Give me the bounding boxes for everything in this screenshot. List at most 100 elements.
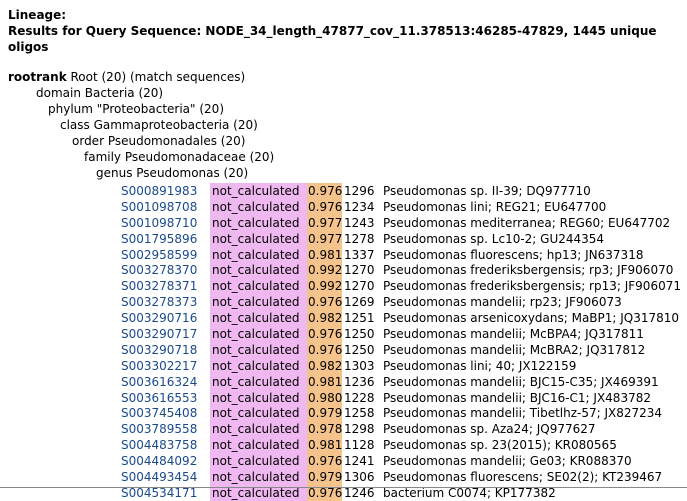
- tree-node-class: class Gammaproteobacteria (20): [60, 118, 258, 132]
- lineage-label: Lineage:: [8, 8, 67, 22]
- lineage-tree: rootrank Root (20) (match sequences) dom…: [8, 69, 687, 181]
- match-status: not_calculated: [210, 405, 307, 422]
- match-status: not_calculated: [210, 341, 307, 358]
- sequence-name: Pseudomonas frederiksbergensis; rp13; JF…: [383, 279, 681, 294]
- sequence-id-link[interactable]: S000891983: [121, 184, 198, 198]
- sequence-id-link[interactable]: S003290718: [121, 342, 198, 357]
- sequence-row: S003290716 not_calculated 0.982 1251 Pseudom…: [8, 310, 687, 327]
- sequence-id-link[interactable]: S003278373: [121, 295, 198, 310]
- sequence-name: Pseudomonas sp. Lc10-2; GU244354: [383, 231, 605, 246]
- match-status: not_calculated: [210, 183, 307, 199]
- sequence-name: Pseudomonas mandelii; rp23; JF906073: [383, 295, 622, 310]
- match-status: not_calculated: [210, 246, 307, 263]
- sequence-name: Pseudomonas frederiksbergensis; rp3; JF9…: [383, 263, 674, 278]
- sequence-row: S003278370 not_calculated 0.992 1270 Pseudom…: [8, 262, 687, 279]
- sequence-name: Pseudomonas mandelii; Tibetlhz-57; JX827…: [383, 406, 663, 421]
- sequence-id-link[interactable]: S003290717: [121, 327, 198, 342]
- oligo-count: 1258: [344, 406, 375, 421]
- sequence-name: Pseudomonas mandelii; BJC16-C1; JX483782: [383, 390, 651, 405]
- sequence-name: Pseudomonas mandelii; McBPA4; JQ317811: [383, 327, 644, 342]
- sequence-name: Pseudomonas lini; 40; JX122159: [383, 358, 577, 373]
- sequence-id-link[interactable]: S003302217: [121, 358, 198, 373]
- root-rank-label: rootrank: [8, 70, 67, 84]
- similarity-score: 0.982: [307, 310, 343, 327]
- tree-node-phylum: phylum "Proteobacteria" (20): [48, 102, 224, 116]
- match-status: not_calculated: [210, 214, 307, 231]
- oligo-count: 1236: [344, 374, 375, 389]
- tree-node-family: family Pseudomonadaceae (20): [84, 150, 275, 164]
- sequence-id-link[interactable]: S003290716: [121, 311, 198, 326]
- sequence-id-link[interactable]: S004484092: [121, 454, 198, 469]
- similarity-score: 0.976: [307, 183, 343, 199]
- oligo-count: 1250: [344, 342, 375, 357]
- oligo-count: 1337: [344, 247, 375, 262]
- similarity-score: 0.992: [307, 278, 343, 295]
- sequence-row: S004493454 not_calculated 0.979 1306 Pseudom…: [8, 469, 687, 485]
- oligo-count: 1234: [344, 199, 375, 214]
- match-status: not_calculated: [210, 469, 307, 485]
- sequence-name: Pseudomonas mandelii; Ge03; KR088370: [383, 454, 632, 469]
- similarity-score: 0.976: [307, 294, 343, 311]
- results-title: Results for Query Sequence: NODE_34_leng…: [8, 24, 657, 54]
- sequence-id-link[interactable]: S004493454: [121, 470, 198, 485]
- sequence-name: Pseudomonas lini; REG21; EU647700: [383, 199, 607, 214]
- oligo-count: 1296: [344, 184, 375, 198]
- sequence-row: S003290718 not_calculated 0.976 1250 Pseudom…: [8, 341, 687, 358]
- similarity-score: 0.982: [307, 357, 343, 374]
- similarity-score: 0.977: [307, 230, 343, 247]
- oligo-count: 1241: [344, 454, 375, 469]
- sequence-id-link[interactable]: S001098710: [121, 215, 198, 230]
- sequence-id-link[interactable]: S003616324: [121, 374, 198, 389]
- sequence-name: Pseudomonas mandelii; McBRA2; JQ317812: [383, 342, 646, 357]
- sequence-row: S004483758 not_calculated 0.981 1128 Pseudom…: [8, 437, 687, 454]
- similarity-score: 0.976: [307, 453, 343, 470]
- sequence-name: Pseudomonas sp. Aza24; JQ977627: [383, 422, 596, 437]
- match-status: not_calculated: [210, 262, 307, 279]
- sequence-name: Pseudomonas sp. 23(2015); KR080565: [383, 438, 617, 453]
- sequence-row: S001795896 not_calculated 0.977 1278 Pseudom…: [8, 230, 687, 247]
- similarity-score: 0.980: [307, 389, 343, 406]
- tree-node-order: order Pseudomonadales (20): [72, 134, 246, 148]
- oligo-count: 1250: [344, 327, 375, 342]
- sequence-row: S003616324 not_calculated 0.981 1236 Pseudom…: [8, 373, 687, 390]
- match-status: not_calculated: [210, 389, 307, 406]
- oligo-count: 1306: [344, 470, 375, 485]
- oligo-count: 1128: [344, 438, 375, 453]
- sequence-row: S003616553 not_calculated 0.980 1228 Pseudom…: [8, 389, 687, 406]
- match-status: not_calculated: [210, 357, 307, 374]
- tree-node-genus: genus Pseudomonas (20): [96, 166, 249, 180]
- similarity-score: 0.981: [307, 437, 343, 454]
- sequence-name: Pseudomonas fluorescens; SE02(2); KT2394…: [383, 470, 663, 485]
- similarity-score: 0.981: [307, 373, 343, 390]
- sequence-id-link[interactable]: S003278371: [121, 279, 198, 294]
- match-status: not_calculated: [210, 326, 307, 342]
- match-status: not_calculated: [210, 373, 307, 390]
- sequence-id-link[interactable]: S003745408: [121, 406, 198, 421]
- oligo-count: 1303: [344, 358, 375, 373]
- similarity-score: 0.978: [307, 421, 343, 438]
- match-status: not_calculated: [210, 453, 307, 470]
- root-label: Root (20) (match sequences): [66, 70, 246, 84]
- sequence-row: S000891983 not_calculated 0.976 1296 Pseudom…: [8, 183, 687, 199]
- tree-root: rootrank Root (20) (match sequences): [8, 69, 687, 85]
- similarity-score: 0.977: [307, 214, 343, 231]
- similarity-score: 0.979: [307, 405, 343, 422]
- sequence-id-link[interactable]: S001795896: [121, 231, 198, 246]
- sequence-id-link[interactable]: S002958599: [121, 247, 198, 262]
- sequence-id-link[interactable]: S003616553: [121, 390, 198, 405]
- sequence-row: S003290717 not_calculated 0.976 1250 Pseudom…: [8, 326, 687, 342]
- similarity-score: 0.992: [307, 262, 343, 279]
- sequence-id-link[interactable]: S003278370: [121, 263, 198, 278]
- divider: [0, 487, 687, 488]
- oligo-count: 1251: [344, 311, 375, 326]
- match-status: not_calculated: [210, 230, 307, 247]
- sequence-row: S003278371 not_calculated 0.992 1270 Pseudom…: [8, 278, 687, 295]
- sequence-id-link[interactable]: S004483758: [121, 438, 198, 453]
- sequence-id-link[interactable]: S001098708: [121, 199, 198, 214]
- sequence-name: Pseudomonas mediterranea; REG60; EU64770…: [383, 215, 671, 230]
- oligo-count: 1298: [344, 422, 375, 437]
- sequence-row: S003745408 not_calculated 0.979 1258 Pseudom…: [8, 405, 687, 422]
- sequence-id-link[interactable]: S003789558: [121, 422, 198, 437]
- match-status: not_calculated: [210, 421, 307, 438]
